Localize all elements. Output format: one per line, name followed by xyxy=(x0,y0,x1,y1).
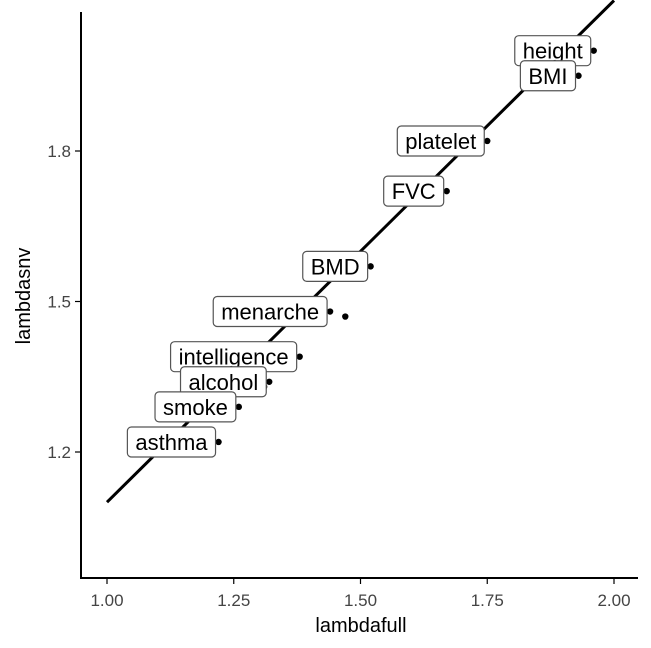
data-point-group: FVC xyxy=(383,175,450,207)
x-axis-ticks: 1.00 1.25 1.50 1.75 2.00 xyxy=(90,578,631,610)
data-point xyxy=(326,308,334,315)
data-point-label-box xyxy=(126,426,217,458)
data-point-label: intelligence xyxy=(179,345,289,370)
data-point-label: smoke xyxy=(163,395,228,420)
data-point-group: intelligence xyxy=(169,341,303,373)
y-tick-label: 1.5 xyxy=(47,293,71,312)
data-point-group: alcohol xyxy=(179,366,273,398)
y-axis-title: lambdasnv xyxy=(13,248,35,345)
data-point-group: platelet xyxy=(396,125,491,157)
data-point-label: menarche xyxy=(221,300,319,325)
data-point-group xyxy=(342,313,349,320)
data-point-label: platelet xyxy=(405,129,476,154)
data-point-group: asthma xyxy=(126,426,222,458)
axes xyxy=(80,12,638,579)
data-point-label: BMI xyxy=(528,64,567,89)
data-point xyxy=(235,403,243,411)
x-axis-title: lambdafull xyxy=(315,615,406,637)
data-point-label-box xyxy=(383,175,445,207)
data-point-label-box xyxy=(519,60,577,92)
data-point-group: menarche xyxy=(212,295,334,328)
data-point-label: height xyxy=(523,39,583,64)
x-tick-label: 2.00 xyxy=(597,591,630,610)
x-tick-label: 1.25 xyxy=(217,591,250,610)
x-tick-label: 1.75 xyxy=(471,591,504,610)
data-point xyxy=(342,313,349,320)
y-tick-label: 1.2 xyxy=(47,443,71,462)
data-point-label: BMD xyxy=(311,254,360,279)
x-tick-label: 1.00 xyxy=(90,591,123,610)
data-point-label: FVC xyxy=(392,179,436,204)
data-point-label-box xyxy=(396,125,485,157)
y-axis-ticks: 1.2 1.5 1.8 xyxy=(47,142,81,462)
data-point-label: alcohol xyxy=(189,370,259,395)
data-point xyxy=(215,438,222,446)
data-point-group: BMI xyxy=(519,60,582,92)
data-point-label-box xyxy=(302,250,369,282)
data-point xyxy=(590,47,597,54)
data-point-group: smoke xyxy=(154,391,243,423)
data-point xyxy=(443,187,450,195)
data-point xyxy=(367,263,374,270)
data-point xyxy=(484,137,491,145)
data-point-group: BMD xyxy=(302,250,374,282)
data-point xyxy=(575,72,582,79)
data-point xyxy=(296,353,303,360)
y-tick-label: 1.8 xyxy=(47,142,71,161)
data-point-label-box xyxy=(154,391,237,423)
x-tick-label: 1.50 xyxy=(344,591,377,610)
data-point-label-box xyxy=(212,295,328,328)
data-point-label: asthma xyxy=(135,430,208,455)
data-point xyxy=(266,378,273,385)
